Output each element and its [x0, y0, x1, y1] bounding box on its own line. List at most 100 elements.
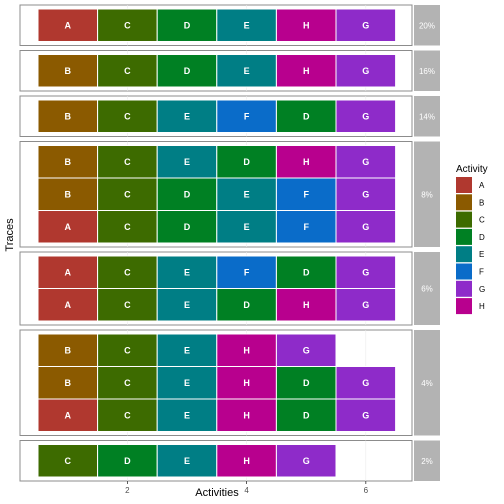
facet-strip [414, 96, 440, 137]
activity-tile [335, 398, 397, 432]
activity-tile [37, 210, 99, 244]
activity-label: C [124, 345, 131, 355]
legend-key [456, 246, 472, 263]
activity-label: A [65, 410, 72, 420]
activity-label: D [243, 157, 250, 167]
facet-strip [414, 440, 440, 481]
activity-tile [335, 366, 397, 400]
legend-key [456, 177, 472, 193]
activity-label: A [65, 300, 72, 310]
legend-key [456, 298, 472, 315]
activity-tile [275, 333, 337, 367]
legend-key [456, 194, 472, 211]
activity-label: C [124, 222, 131, 232]
activity-tile [216, 145, 277, 179]
activity-label: F [244, 267, 250, 277]
activity-label: E [244, 222, 250, 232]
activity-label: H [303, 66, 310, 76]
legend-item-label: F [479, 268, 484, 277]
x-tick-label: 6 [364, 486, 369, 495]
activity-tile [335, 54, 397, 88]
activity-tile [37, 366, 99, 400]
activity-label: B [65, 157, 72, 167]
activity-label: E [244, 66, 250, 76]
activity-label: C [124, 300, 131, 310]
legend-item-label: C [479, 216, 485, 225]
legend-item-label: H [479, 302, 485, 311]
activity-label: D [184, 20, 191, 30]
activity-tile [335, 99, 397, 133]
activity-label: D [184, 222, 191, 232]
facet-strip [414, 252, 440, 325]
activity-label: H [303, 20, 310, 30]
activity-tile [37, 255, 99, 289]
facet-panel: 8% B C E D H G B C D E F G A C D E F G [19, 141, 440, 248]
activity-label: E [184, 378, 190, 388]
legend-item-label: G [479, 285, 485, 294]
legend-key [456, 263, 472, 280]
activity-label: C [124, 267, 131, 277]
legend-key [456, 211, 472, 228]
legend-item-label: D [479, 233, 485, 242]
activity-label: B [65, 189, 72, 199]
facet-strip [414, 330, 440, 436]
activity-tile [275, 444, 337, 478]
legend-item-label: A [479, 181, 485, 190]
activity-label: H [243, 410, 250, 420]
legend-key [456, 280, 472, 297]
activity-tile [216, 210, 277, 244]
activity-tile [335, 8, 397, 42]
facet-strip-label: 2% [421, 457, 433, 466]
activity-tile [97, 210, 158, 244]
activity-tile [335, 288, 397, 322]
activity-tile [156, 99, 218, 133]
activity-label: H [303, 300, 310, 310]
activity-tile [335, 177, 397, 211]
activity-label: G [362, 222, 369, 232]
activity-tile [37, 99, 99, 133]
activity-label: E [184, 267, 190, 277]
activity-label: D [303, 267, 310, 277]
activity-tile [97, 288, 158, 322]
activity-tile [37, 398, 99, 432]
activity-label: H [243, 378, 250, 388]
activity-tile [275, 288, 337, 322]
facet-panel: 14% B C E F D G [19, 95, 440, 137]
activity-label: E [184, 410, 190, 420]
activity-label: H [243, 456, 250, 466]
activity-label: A [65, 222, 72, 232]
facet-panel: 4% B C E H G B C E H D G A C E H D G [19, 329, 440, 436]
activity-label: B [65, 66, 72, 76]
activity-tile [97, 54, 158, 88]
activity-tile [216, 255, 277, 289]
facet-strip-label: 8% [421, 190, 433, 199]
activity-tile [97, 333, 158, 367]
legend-title: Activity [456, 164, 488, 175]
x-tick-label: 4 [244, 486, 249, 495]
activity-label: G [362, 300, 369, 310]
activity-label: F [244, 111, 250, 121]
activity-label: E [244, 20, 250, 30]
activity-label: E [184, 456, 190, 466]
activity-tile [156, 398, 218, 432]
activity-label: E [244, 189, 250, 199]
activity-label: C [65, 456, 72, 466]
activity-label: C [124, 20, 131, 30]
activity-label: G [362, 66, 369, 76]
x-axis-title: Activities [195, 487, 239, 499]
activity-tile [216, 398, 277, 432]
activity-tile [156, 333, 218, 367]
activity-tile [37, 444, 99, 478]
legend-item-label: E [479, 250, 484, 259]
activity-tile [216, 8, 277, 42]
activity-tile [156, 54, 218, 88]
activity-tile [275, 54, 337, 88]
activity-label: C [124, 66, 131, 76]
activity-tile [275, 8, 337, 42]
activity-label: D [303, 410, 310, 420]
activity-label: G [362, 189, 369, 199]
facet-strip [414, 50, 440, 91]
activity-label: F [303, 222, 309, 232]
activity-tile [156, 210, 218, 244]
